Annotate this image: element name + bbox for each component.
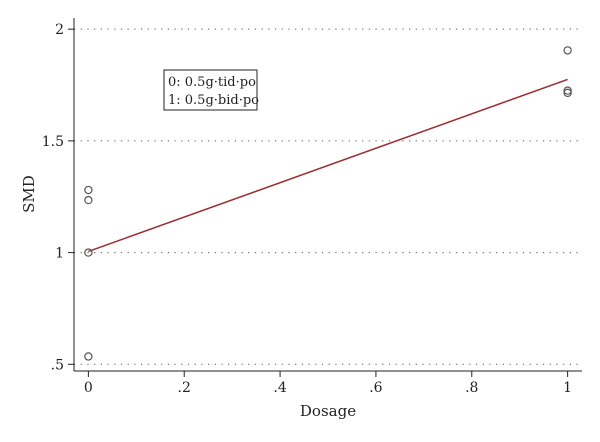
data-point: [563, 46, 572, 55]
data-point: [84, 248, 93, 257]
x-tick-label: 1: [563, 380, 572, 396]
x-tick-label: .6: [369, 380, 382, 396]
y-tick-label: 1: [55, 246, 64, 262]
data-point: [84, 352, 93, 361]
y-tick-label: 2: [55, 22, 64, 38]
grid-lines: [74, 28, 582, 365]
legend-entry-1: 1: 0.5g·bid·po: [168, 93, 259, 108]
data-point: [563, 88, 572, 98]
data-points: [84, 46, 572, 361]
x-axis-title: Dosage: [300, 402, 356, 420]
legend-entry-0: 0: 0.5g·tid·po: [168, 75, 256, 90]
y-tick-label: .5: [51, 357, 64, 373]
data-point: [563, 86, 572, 95]
fit-line-layer: [88, 78, 568, 253]
data-point: [84, 185, 93, 195]
axes: [68, 18, 582, 377]
tick-labels: .5 1 1.5 2 0 .2 .4 .6 .8 1: [42, 22, 572, 396]
x-tick-label: 0: [84, 380, 93, 396]
y-axis-title: SMD: [20, 175, 38, 213]
legend-box: [163, 69, 258, 111]
y-tick-label: 1.5: [42, 134, 64, 150]
fit-line: [88, 78, 568, 253]
x-tick-label: .4: [273, 380, 286, 396]
x-tick-label: .8: [465, 380, 478, 396]
data-point: [84, 195, 93, 205]
x-tick-label: .2: [178, 380, 191, 396]
legend: 0: 0.5g·tid·po 1: 0.5g·bid·po: [163, 69, 259, 111]
